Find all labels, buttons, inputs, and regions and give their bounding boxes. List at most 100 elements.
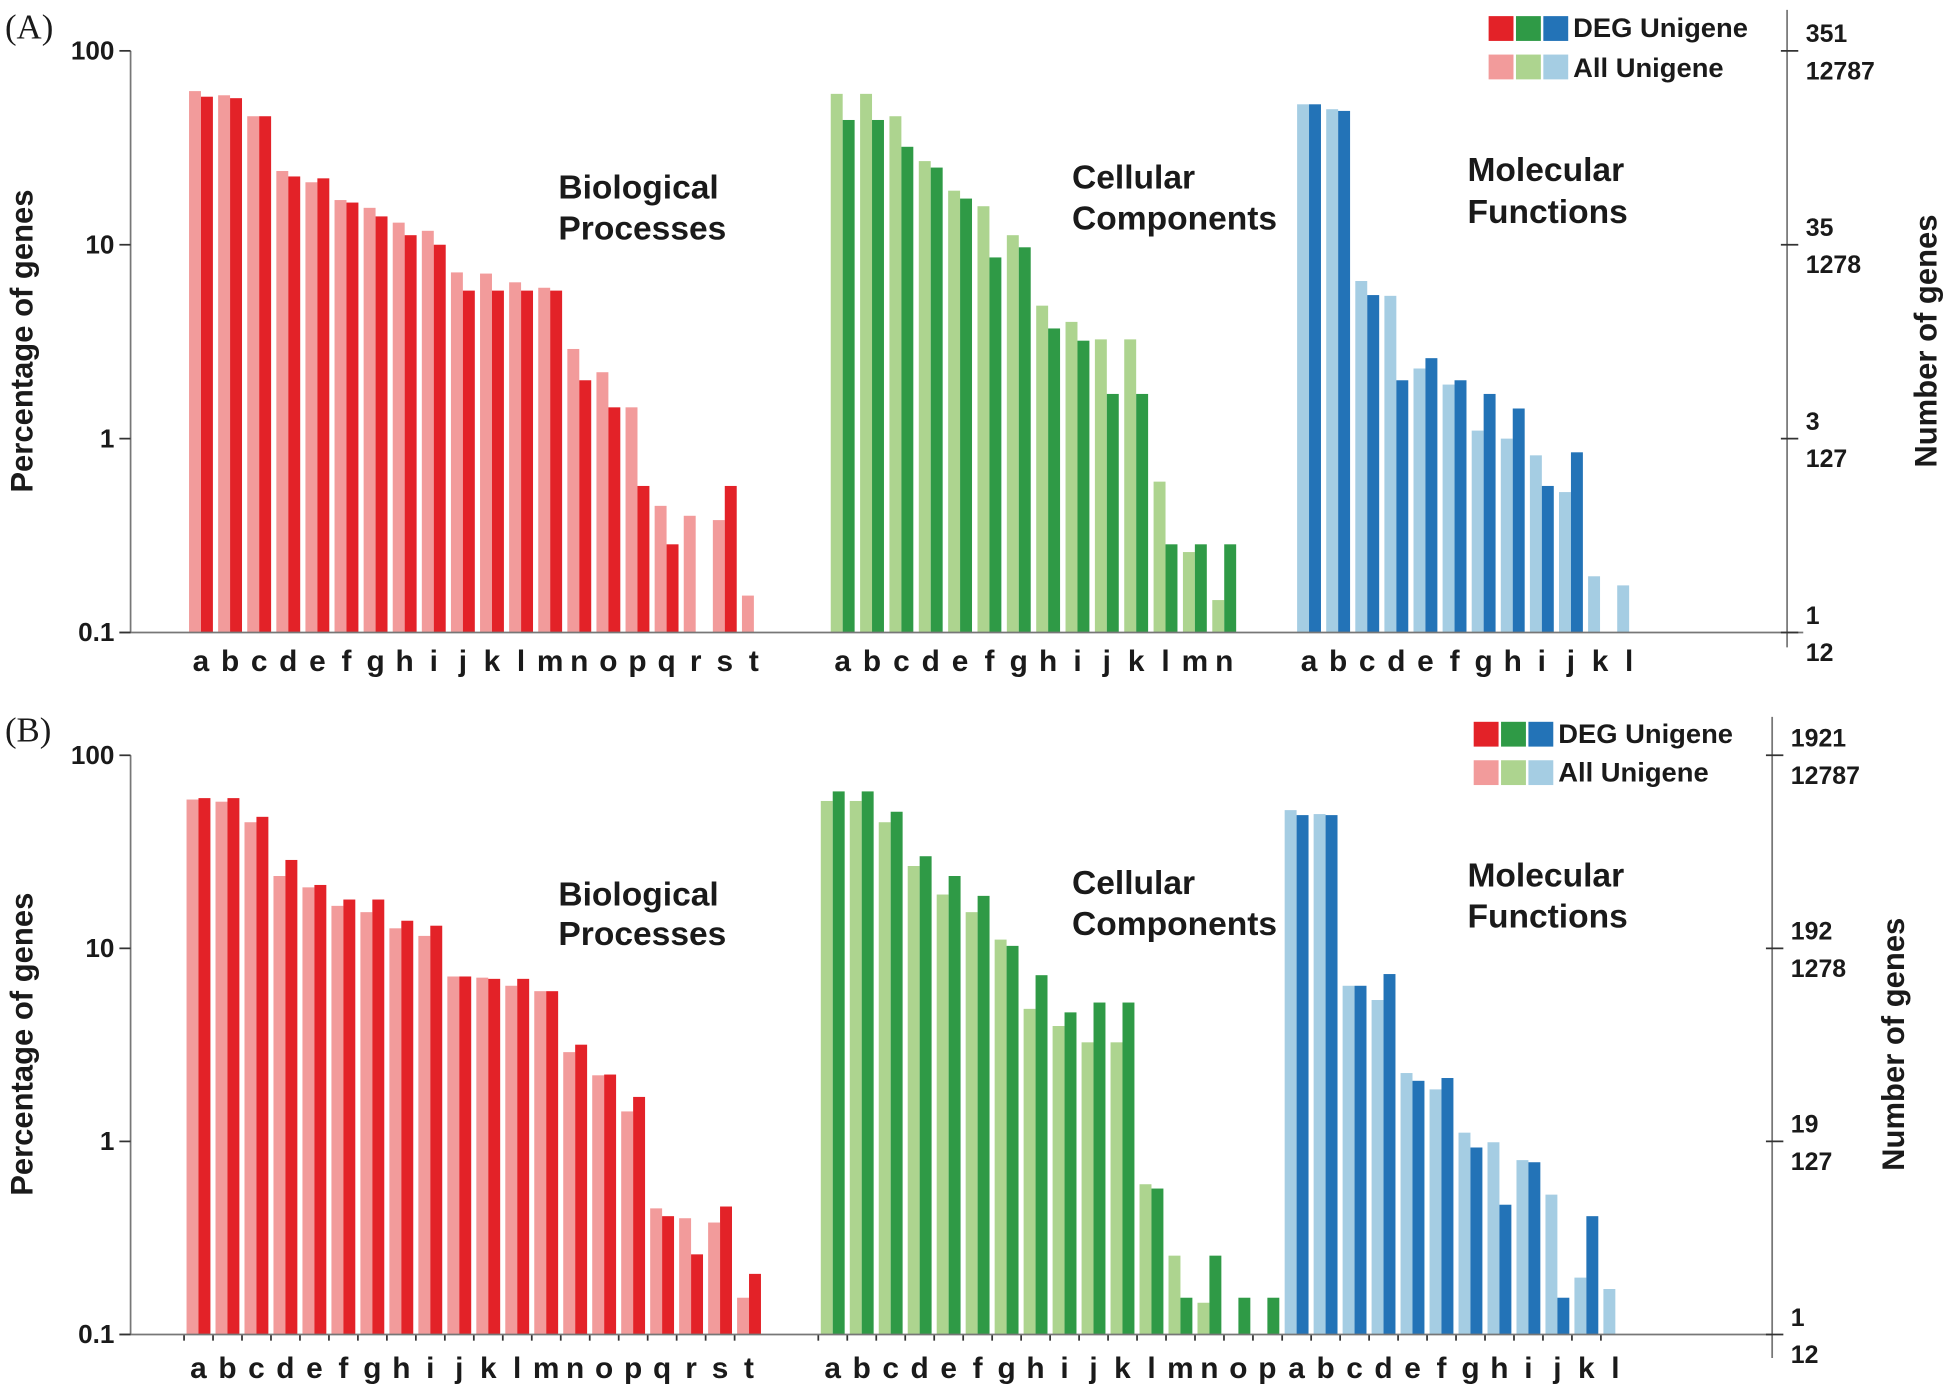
bar-biological-processes-h-deg: [401, 920, 414, 1335]
x-tick-label-biological-processes-m: m: [533, 1352, 560, 1385]
bar-cellular-components-i-all: [1052, 1026, 1065, 1335]
bar-molecular-functions-k-deg: [1586, 1216, 1599, 1335]
bar-molecular-functions-j-deg: [1570, 452, 1583, 633]
x-tick-label-molecular-functions-b: b: [1316, 1352, 1334, 1385]
bar-cellular-components-b-deg: [861, 791, 874, 1335]
x-tick-label-molecular-functions-b: b: [1329, 645, 1347, 678]
bar-biological-processes-k-all: [480, 273, 492, 633]
bar-cellular-components-k-all: [1110, 1042, 1123, 1335]
cellular-components-title-line: Cellular: [1072, 865, 1195, 902]
legend-swatch-deg-biological-processes: [1473, 721, 1499, 747]
bar-biological-processes-a-deg: [198, 798, 211, 1335]
bar-cellular-components-h-all: [1036, 305, 1049, 633]
bar-cellular-components-d-deg: [919, 856, 932, 1335]
bar-biological-processes-d-all: [276, 171, 289, 633]
bar-biological-processes-f-all: [334, 200, 347, 633]
bar-cellular-components-o-deg: [1238, 1297, 1251, 1335]
bar-cellular-components-b-all: [849, 800, 862, 1335]
bar-molecular-functions-h-deg: [1499, 1204, 1512, 1335]
bar-cellular-components-g-deg: [1006, 945, 1019, 1335]
bar-molecular-functions-e-deg: [1425, 358, 1438, 633]
bar-cellular-components-d-all: [907, 866, 920, 1335]
bar-cellular-components-c-all: [889, 116, 902, 633]
x-tick-label-biological-processes-c: c: [248, 1352, 265, 1385]
x-tick-label-cellular-components-d: d: [911, 1352, 929, 1385]
legend-swatch-all-cellular-components: [1515, 54, 1541, 80]
x-tick-label-biological-processes-f: f: [341, 645, 351, 678]
bar-cellular-components-a-deg: [832, 791, 845, 1335]
cellular-components-title-line: Components: [1072, 906, 1277, 943]
x-tick-label-biological-processes-q: q: [657, 645, 675, 678]
x-tick-label-biological-processes-k: k: [480, 1352, 497, 1385]
bar-molecular-functions-a-deg: [1296, 815, 1309, 1335]
x-tick-label-molecular-functions-i: i: [1524, 1352, 1532, 1385]
bar-biological-processes-h-all: [389, 928, 402, 1335]
y2-tick-label-deg: 3: [1806, 409, 1820, 436]
bar-biological-processes-a-all: [189, 91, 201, 633]
bar-molecular-functions-j-all: [1545, 1194, 1558, 1335]
x-tick-label-biological-processes-e: e: [306, 1352, 323, 1385]
x-tick-label-molecular-functions-j: j: [1566, 645, 1575, 678]
x-tick-label-cellular-components-f: f: [973, 1352, 983, 1385]
bar-cellular-components-k-all: [1124, 339, 1137, 633]
bar-biological-processes-r-deg: [691, 1254, 704, 1335]
x-tick-label-biological-processes-a: a: [193, 645, 210, 678]
molecular-functions-title-line: Molecular: [1467, 858, 1624, 895]
x-tick-label-cellular-components-a: a: [824, 1352, 841, 1385]
bar-cellular-components-j-all: [1081, 1042, 1094, 1335]
x-tick-label-cellular-components-n: n: [1200, 1352, 1218, 1385]
bar-cellular-components-k-deg: [1136, 393, 1149, 633]
bar-molecular-functions-e-all: [1413, 368, 1426, 633]
bar-molecular-functions-i-all: [1529, 455, 1542, 633]
bar-molecular-functions-h-all: [1500, 438, 1513, 633]
x-tick-label-molecular-functions-f: f: [1437, 1352, 1447, 1385]
bar-biological-processes-b-all: [218, 95, 231, 633]
bar-cellular-components-l-all: [1139, 1184, 1152, 1335]
x-tick-label-cellular-components-a: a: [834, 645, 851, 678]
y-tick-label: 100: [71, 740, 115, 770]
y2-tick-label-all: 127: [1791, 1149, 1832, 1176]
x-tick-label-biological-processes-q: q: [653, 1352, 671, 1385]
x-tick-label-cellular-components-m: m: [1167, 1352, 1194, 1385]
bar-cellular-components-m-deg: [1180, 1297, 1193, 1335]
bar-cellular-components-n-all: [1197, 1302, 1210, 1335]
bar-biological-processes-s-deg: [724, 485, 737, 633]
bar-biological-processes-d-deg: [285, 859, 298, 1335]
panel-label: (A): [5, 7, 53, 46]
x-tick-label-molecular-functions-g: g: [1475, 645, 1493, 678]
y-axis-title: Percentage of genes: [4, 190, 39, 493]
bar-molecular-functions-h-deg: [1512, 408, 1525, 633]
bar-cellular-components-e-all: [936, 894, 949, 1335]
panel-b: (B)a b c d e f g h i j k l m n o p q r s tBiologicalProcess…: [4, 711, 1911, 1385]
bar-biological-processes-p-deg: [633, 1096, 646, 1335]
x-tick-label-biological-processes-f: f: [338, 1352, 348, 1385]
bar-cellular-components-p-deg: [1267, 1297, 1280, 1335]
bar-biological-processes-s-all: [708, 1222, 721, 1335]
y2-tick-label-deg: 1921: [1791, 726, 1847, 753]
bar-molecular-functions-a-all: [1284, 810, 1297, 1335]
bar-molecular-functions-b-all: [1313, 814, 1326, 1335]
legend-swatch-all-biological-processes: [1473, 760, 1499, 786]
bar-biological-processes-m-deg: [546, 991, 559, 1335]
x-tick-label-biological-processes-p: p: [628, 645, 646, 678]
bar-cellular-components-b-all: [860, 93, 873, 633]
legend-label-all: All Unigene: [1558, 756, 1708, 787]
x-tick-label-molecular-functions-e: e: [1404, 1352, 1421, 1385]
y-tick-label: 1: [100, 1126, 115, 1156]
bar-molecular-functions-g-deg: [1483, 393, 1496, 633]
legend-swatch-deg-molecular-functions: [1543, 16, 1569, 41]
bar-cellular-components-i-all: [1065, 321, 1078, 633]
biological-processes-title-line: Processes: [558, 210, 726, 247]
bar-biological-processes-k-deg: [491, 290, 504, 633]
biological-processes-title-line: Biological: [558, 876, 718, 913]
biological-processes-title-line: Processes: [558, 916, 726, 953]
y2-tick-label-all: 127: [1806, 446, 1847, 473]
y2-tick-label-deg: 351: [1806, 21, 1848, 48]
bar-molecular-functions-d-deg: [1396, 380, 1409, 633]
x-tick-label-biological-processes-h: h: [392, 1352, 410, 1385]
y2-tick-label-all: 1278: [1791, 956, 1847, 983]
x-tick-label-cellular-components-g: g: [997, 1352, 1015, 1385]
bar-cellular-components-n-deg: [1209, 1255, 1222, 1335]
bar-biological-processes-n-deg: [579, 380, 592, 633]
y-tick-label: 10: [85, 933, 114, 963]
